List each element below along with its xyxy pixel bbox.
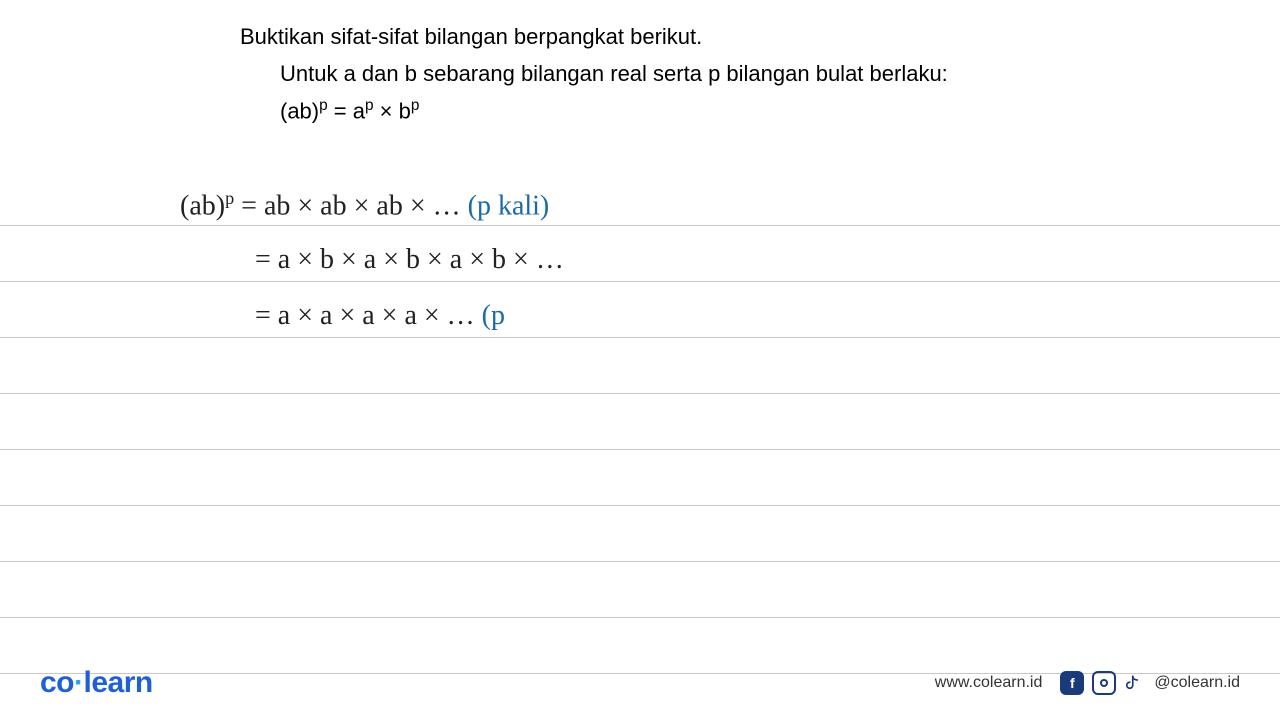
q3-exp3: p — [411, 97, 420, 114]
hw3-text: = a × a × a × a × … — [255, 300, 482, 331]
question-line-2: Untuk a dan b sebarang bilangan real ser… — [240, 57, 1220, 90]
rule-line — [0, 506, 1280, 562]
facebook-icon: f — [1060, 671, 1084, 695]
rule-line — [0, 450, 1280, 506]
footer-right: www.colearn.id f @colearn.id — [935, 671, 1240, 695]
logo-co: co — [40, 666, 74, 699]
rule-line — [0, 562, 1280, 618]
logo-learn: learn — [84, 666, 153, 699]
q3-mid: = a — [328, 98, 365, 123]
hw3-note: (p — [482, 300, 505, 331]
brand-logo: co·learn — [40, 666, 153, 700]
question-block: Buktikan sifat-sifat bilangan berpangkat… — [240, 20, 1220, 127]
hw1-exp: p — [225, 188, 234, 208]
hw1-base: (ab) — [180, 190, 225, 221]
tiktok-icon — [1124, 672, 1146, 694]
question-line-3: (ab)p = ap × bp — [240, 94, 1220, 127]
footer: co·learn www.colearn.id f @colearn.id — [0, 666, 1280, 700]
q3-exp1: p — [319, 97, 328, 114]
instagram-icon — [1092, 671, 1116, 695]
instagram-inner-icon — [1100, 679, 1108, 687]
q3-mid2: × b — [374, 98, 411, 123]
rule-line — [0, 226, 1280, 282]
handwriting-row-3: = a × a × a × a × … (p — [255, 300, 505, 332]
social-handle: @colearn.id — [1154, 674, 1240, 692]
logo-dot: · — [74, 666, 84, 699]
hw1-note: (p kali) — [468, 190, 550, 221]
footer-url: www.colearn.id — [935, 674, 1043, 692]
rule-line — [0, 338, 1280, 394]
social-icons: f @colearn.id — [1060, 671, 1240, 695]
handwriting-row-1: (ab)p = ab × ab × ab × … (p kali) — [180, 188, 549, 222]
rule-line — [0, 282, 1280, 338]
hw2-text: = a × b × a × b × a × b × … — [255, 244, 564, 275]
ruled-paper — [0, 170, 1280, 674]
handwriting-row-2: = a × b × a × b × a × b × … — [255, 244, 564, 276]
rule-line — [0, 394, 1280, 450]
q3-exp2: p — [365, 97, 374, 114]
q3-base1: (ab) — [280, 98, 319, 123]
hw1-eq: = ab × ab × ab × … — [234, 190, 467, 221]
question-line-1: Buktikan sifat-sifat bilangan berpangkat… — [240, 20, 1220, 53]
